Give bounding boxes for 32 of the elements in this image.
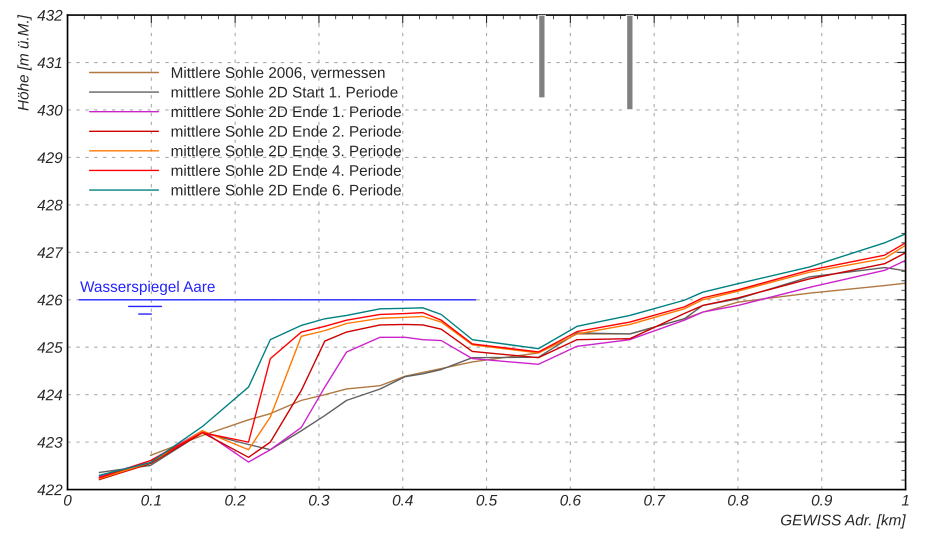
legend-label: mittlere Sohle 2D Ende 1. Periode xyxy=(172,106,401,118)
y-tick-label: 425 xyxy=(37,342,63,353)
annotation: Wasserspiegel Aare xyxy=(80,280,215,296)
x-tick-label: 0.5 xyxy=(476,494,498,506)
y-tick-label: 427 xyxy=(37,247,64,258)
x-tick-label: 0.2 xyxy=(225,494,246,506)
x-tick-label: 0.4 xyxy=(392,494,413,506)
legend-label: mittlere Sohle 2D Ende 3. Periode xyxy=(172,145,401,156)
legend-label: mittlere Sohle 2D Ende 6. Periode xyxy=(172,184,401,196)
y-tick-label: 431 xyxy=(37,57,62,68)
legend-label: Mittlere Sohle 2006, vermessen xyxy=(172,66,384,80)
x-tick-label: 0.8 xyxy=(728,494,748,506)
legend-label: mittlere Sohle 2D Ende 2. Periode xyxy=(172,126,401,137)
y-tick-label: 423 xyxy=(37,436,63,448)
y-axis-title: Höhe [m ü.M.] xyxy=(17,14,32,111)
y-tick-label: 428 xyxy=(37,200,63,211)
x-tick-label: 0.7 xyxy=(644,494,666,506)
y-tick-label: 426 xyxy=(37,294,63,306)
y-tick-label: 424 xyxy=(37,390,62,400)
y-tick-label: 422 xyxy=(37,484,62,496)
y-tick-label: 429 xyxy=(37,152,62,164)
y-tick-label: 430 xyxy=(37,104,63,116)
x-tick-label: 0.9 xyxy=(812,494,832,506)
y-tick-label: 432 xyxy=(37,10,62,21)
x-tick-label: 1 xyxy=(902,495,909,506)
x-tick-label: 0 xyxy=(64,494,72,506)
legend-label: mittlere Sohle 2D Start 1. Periode xyxy=(172,86,398,98)
x-tick-label: 0.3 xyxy=(308,494,330,506)
x-tick-label: 0.6 xyxy=(560,494,581,506)
x-tick-label: 0.1 xyxy=(141,494,161,506)
x-axis-title: GEWISS Adr. [km] xyxy=(780,514,906,528)
legend-label: mittlere Sohle 2D Ende 4. Periode xyxy=(172,164,401,176)
